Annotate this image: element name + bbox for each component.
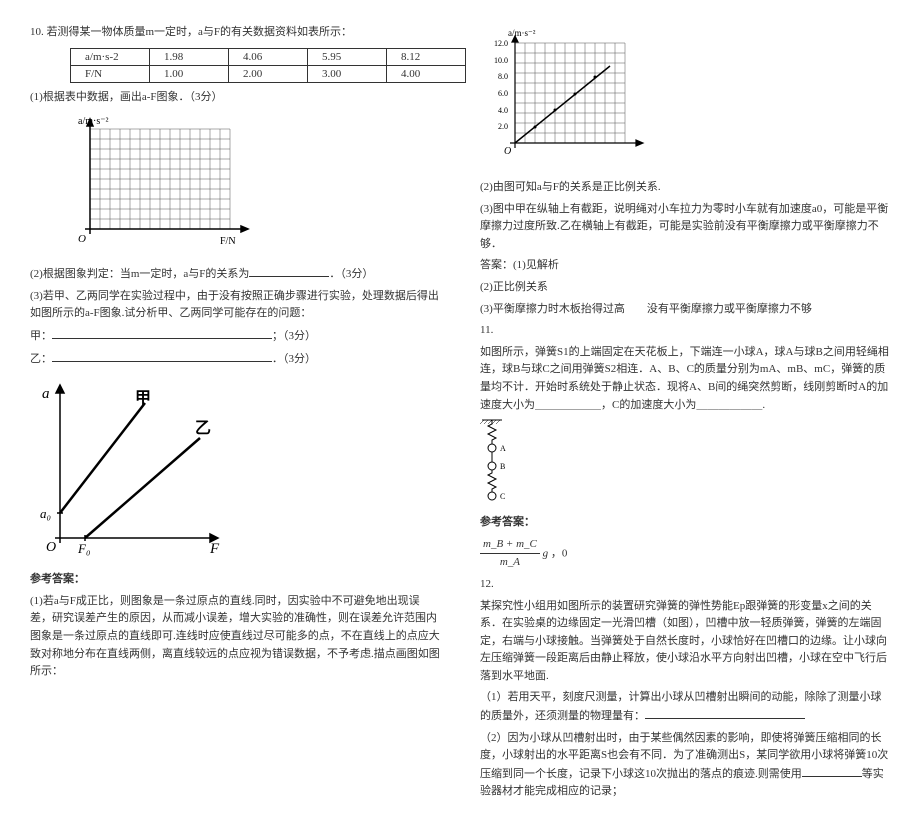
svg-text:F: F bbox=[209, 541, 220, 557]
svg-text:6.0: 6.0 bbox=[498, 89, 508, 98]
svg-text:a₀: a₀ bbox=[40, 506, 51, 521]
svg-text:O: O bbox=[504, 146, 511, 157]
svg-text:8.0: 8.0 bbox=[498, 72, 508, 81]
answer-11-formula: m_B + m_C m_A g ，0 bbox=[480, 536, 890, 572]
svg-text:甲: 甲 bbox=[135, 389, 151, 407]
table-row: a/m·s-2 1.98 4.06 5.95 8.12 bbox=[71, 48, 466, 65]
answer-text: (1)若a与F成正比，则图象是一条过原点的直线.同时，因实验中不可避免地出现误差… bbox=[30, 593, 440, 681]
svg-text:O: O bbox=[78, 233, 86, 245]
right-ans3: (3)平衡摩擦力时木板抬得过高 没有平衡摩擦力或平衡摩擦力不够 bbox=[480, 301, 890, 319]
q10-part1: (1)根据表中数据，画出a-F图象．（3分） bbox=[30, 89, 440, 107]
svg-text:F₀: F₀ bbox=[77, 541, 90, 556]
table-cell: 2.00 bbox=[229, 65, 308, 82]
q12-p2: （2）因为小球从凹槽射出时，由于某些偶然因素的影响，即使将弹簧压缩相同的长度，小… bbox=[480, 730, 890, 801]
svg-text:a: a bbox=[42, 386, 50, 402]
svg-text:F/N: F/N bbox=[220, 236, 236, 247]
svg-text:12.0: 12.0 bbox=[494, 39, 508, 48]
answer-header-11: 参考答案： bbox=[480, 514, 890, 532]
q12-p1: （1）若用天平，刻度尺测量，计算出小球从凹槽射出瞬间的动能，除除了测量小球的质量… bbox=[480, 689, 890, 725]
right-ans2: (2)正比例关系 bbox=[480, 279, 890, 297]
svg-text:A: A bbox=[500, 444, 506, 453]
table-cell: 4.00 bbox=[387, 65, 466, 82]
right-p3: (3)图中甲在纵轴上有截距，说明绳对小车拉力为零时小车就有加速度a0，可能是平衡… bbox=[480, 201, 890, 254]
q10-intro: 10. 若测得某一物体质量m一定时，a与F的有关数据资料如表所示： bbox=[30, 24, 440, 42]
svg-text:C: C bbox=[500, 492, 505, 501]
blank-grid-chart: a/m·s⁻² bbox=[60, 114, 440, 257]
table-cell: 5.95 bbox=[308, 48, 387, 65]
q11-text: 如图所示，弹簧S1的上端固定在天花板上，下端连一小球A，球A与球B之间用轻绳相连… bbox=[480, 344, 890, 414]
svg-text:a/m·s⁻²: a/m·s⁻² bbox=[508, 28, 536, 38]
q10-part3b: 乙：．（3分） bbox=[30, 350, 440, 369]
right-p2: (2)由图可知a与F的关系是正比例关系. bbox=[480, 179, 890, 197]
q10-part3: (3)若甲、乙两同学在实验过程中，由于没有按照正确步骤进行实验，处理数据后得出如… bbox=[30, 288, 440, 323]
svg-text:O: O bbox=[46, 540, 56, 555]
q12-num: 12. bbox=[480, 576, 890, 594]
table-cell: 8.12 bbox=[387, 48, 466, 65]
table-row: F/N 1.00 2.00 3.00 4.00 bbox=[71, 65, 466, 82]
table-cell: 1.98 bbox=[150, 48, 229, 65]
answer-grid-chart: a/m·s⁻² bbox=[480, 28, 890, 171]
q12-text: 某探究性小组用如图所示的装置研究弹簧的弹性势能Ep跟弹簧的形变量x之间的关系．在… bbox=[480, 598, 890, 686]
q11-num: 11. bbox=[480, 322, 890, 340]
svg-text:2.0: 2.0 bbox=[498, 122, 508, 131]
q10-part3a: 甲：；（3分） bbox=[30, 327, 440, 346]
table-cell: a/m·s-2 bbox=[71, 48, 150, 65]
table-cell: F/N bbox=[71, 65, 150, 82]
table-cell: 3.00 bbox=[308, 65, 387, 82]
svg-text:10.0: 10.0 bbox=[494, 56, 508, 65]
q10-part2: (2)根据图象判定：当m一定时，a与F的关系为．（3分） bbox=[30, 265, 440, 284]
data-table: a/m·s-2 1.98 4.06 5.95 8.12 F/N 1.00 2.0… bbox=[70, 48, 466, 83]
svg-text:乙: 乙 bbox=[195, 420, 211, 437]
spring-diagram: A B C bbox=[480, 418, 890, 506]
line-graph-jia-yi: a F O a₀ F₀ 甲 乙 bbox=[30, 378, 440, 561]
table-cell: 1.00 bbox=[150, 65, 229, 82]
svg-text:B: B bbox=[500, 462, 505, 471]
svg-text:4.0: 4.0 bbox=[498, 106, 508, 115]
right-ans1: 答案：(1)见解析 bbox=[480, 257, 890, 275]
answer-header: 参考答案： bbox=[30, 571, 440, 589]
table-cell: 4.06 bbox=[229, 48, 308, 65]
